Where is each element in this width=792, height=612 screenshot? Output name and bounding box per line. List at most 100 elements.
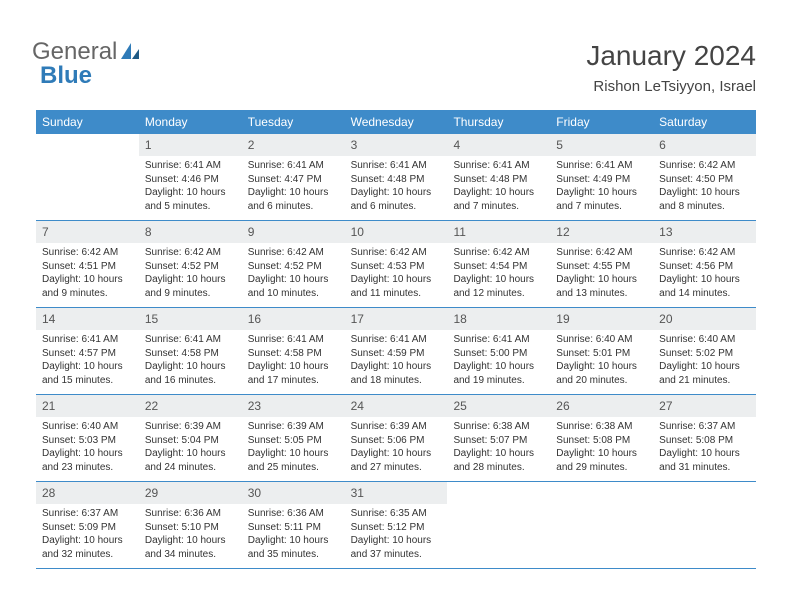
- day-number: 11: [447, 221, 550, 243]
- weekday-header: Tuesday: [242, 110, 345, 134]
- day-number: 31: [345, 482, 448, 504]
- sunset-text: Sunset: 4:50 PM: [659, 173, 750, 187]
- daylight-text: Daylight: 10 hours and 5 minutes.: [145, 186, 236, 213]
- sunrise-text: Sunrise: 6:36 AM: [145, 507, 236, 521]
- sunrise-text: Sunrise: 6:38 AM: [453, 420, 544, 434]
- sunrise-text: Sunrise: 6:36 AM: [248, 507, 339, 521]
- day-cell: 21Sunrise: 6:40 AMSunset: 5:03 PMDayligh…: [36, 395, 139, 481]
- sunrise-text: Sunrise: 6:40 AM: [42, 420, 133, 434]
- sunrise-text: Sunrise: 6:42 AM: [659, 159, 750, 173]
- day-number: 16: [242, 308, 345, 330]
- daylight-text: Daylight: 10 hours and 35 minutes.: [248, 534, 339, 561]
- sunset-text: Sunset: 4:54 PM: [453, 260, 544, 274]
- day-cell: 24Sunrise: 6:39 AMSunset: 5:06 PMDayligh…: [345, 395, 448, 481]
- week-row: 7Sunrise: 6:42 AMSunset: 4:51 PMDaylight…: [36, 221, 756, 308]
- day-number: 13: [653, 221, 756, 243]
- day-number: 1: [139, 134, 242, 156]
- day-body: Sunrise: 6:41 AMSunset: 4:48 PMDaylight:…: [345, 156, 448, 217]
- daylight-text: Daylight: 10 hours and 10 minutes.: [248, 273, 339, 300]
- sunrise-text: Sunrise: 6:41 AM: [351, 159, 442, 173]
- sunset-text: Sunset: 5:12 PM: [351, 521, 442, 535]
- day-number: 12: [550, 221, 653, 243]
- sunset-text: Sunset: 4:58 PM: [145, 347, 236, 361]
- daylight-text: Daylight: 10 hours and 17 minutes.: [248, 360, 339, 387]
- day-cell: 3Sunrise: 6:41 AMSunset: 4:48 PMDaylight…: [345, 134, 448, 220]
- day-body: Sunrise: 6:42 AMSunset: 4:55 PMDaylight:…: [550, 243, 653, 304]
- sunrise-text: Sunrise: 6:41 AM: [453, 333, 544, 347]
- day-body: Sunrise: 6:36 AMSunset: 5:11 PMDaylight:…: [242, 504, 345, 565]
- day-number: 19: [550, 308, 653, 330]
- day-cell: 30Sunrise: 6:36 AMSunset: 5:11 PMDayligh…: [242, 482, 345, 568]
- sunrise-text: Sunrise: 6:41 AM: [145, 333, 236, 347]
- calendar-grid: SundayMondayTuesdayWednesdayThursdayFrid…: [36, 110, 756, 569]
- sunrise-text: Sunrise: 6:41 AM: [351, 333, 442, 347]
- sunset-text: Sunset: 5:06 PM: [351, 434, 442, 448]
- daylight-text: Daylight: 10 hours and 11 minutes.: [351, 273, 442, 300]
- day-cell: 9Sunrise: 6:42 AMSunset: 4:52 PMDaylight…: [242, 221, 345, 307]
- day-body: Sunrise: 6:41 AMSunset: 4:46 PMDaylight:…: [139, 156, 242, 217]
- daylight-text: Daylight: 10 hours and 20 minutes.: [556, 360, 647, 387]
- day-body: Sunrise: 6:36 AMSunset: 5:10 PMDaylight:…: [139, 504, 242, 565]
- day-cell: 26Sunrise: 6:38 AMSunset: 5:08 PMDayligh…: [550, 395, 653, 481]
- sunset-text: Sunset: 5:00 PM: [453, 347, 544, 361]
- sunrise-text: Sunrise: 6:41 AM: [145, 159, 236, 173]
- day-cell: 13Sunrise: 6:42 AMSunset: 4:56 PMDayligh…: [653, 221, 756, 307]
- sunrise-text: Sunrise: 6:41 AM: [556, 159, 647, 173]
- sunset-text: Sunset: 4:48 PM: [351, 173, 442, 187]
- sunset-text: Sunset: 4:46 PM: [145, 173, 236, 187]
- sunrise-text: Sunrise: 6:37 AM: [42, 507, 133, 521]
- daylight-text: Daylight: 10 hours and 19 minutes.: [453, 360, 544, 387]
- day-body: Sunrise: 6:42 AMSunset: 4:51 PMDaylight:…: [36, 243, 139, 304]
- day-body: Sunrise: 6:42 AMSunset: 4:50 PMDaylight:…: [653, 156, 756, 217]
- daylight-text: Daylight: 10 hours and 27 minutes.: [351, 447, 442, 474]
- day-body: Sunrise: 6:42 AMSunset: 4:53 PMDaylight:…: [345, 243, 448, 304]
- day-cell: 20Sunrise: 6:40 AMSunset: 5:02 PMDayligh…: [653, 308, 756, 394]
- weekday-header: Saturday: [653, 110, 756, 134]
- header-right: January 2024 Rishon LeTsiyyon, Israel: [586, 40, 756, 95]
- sunrise-text: Sunrise: 6:41 AM: [248, 159, 339, 173]
- day-body: Sunrise: 6:40 AMSunset: 5:03 PMDaylight:…: [36, 417, 139, 478]
- day-cell: 11Sunrise: 6:42 AMSunset: 4:54 PMDayligh…: [447, 221, 550, 307]
- day-cell: 27Sunrise: 6:37 AMSunset: 5:08 PMDayligh…: [653, 395, 756, 481]
- sunrise-text: Sunrise: 6:39 AM: [145, 420, 236, 434]
- day-number: 23: [242, 395, 345, 417]
- day-number: 17: [345, 308, 448, 330]
- daylight-text: Daylight: 10 hours and 28 minutes.: [453, 447, 544, 474]
- day-number: 3: [345, 134, 448, 156]
- sunrise-text: Sunrise: 6:35 AM: [351, 507, 442, 521]
- weekday-header: Thursday: [447, 110, 550, 134]
- daylight-text: Daylight: 10 hours and 12 minutes.: [453, 273, 544, 300]
- daylight-text: Daylight: 10 hours and 16 minutes.: [145, 360, 236, 387]
- day-cell: .: [36, 134, 139, 220]
- daylight-text: Daylight: 10 hours and 37 minutes.: [351, 534, 442, 561]
- daylight-text: Daylight: 10 hours and 7 minutes.: [556, 186, 647, 213]
- weekday-header: Sunday: [36, 110, 139, 134]
- day-cell: 8Sunrise: 6:42 AMSunset: 4:52 PMDaylight…: [139, 221, 242, 307]
- sunset-text: Sunset: 4:48 PM: [453, 173, 544, 187]
- day-number: 4: [447, 134, 550, 156]
- daylight-text: Daylight: 10 hours and 23 minutes.: [42, 447, 133, 474]
- daylight-text: Daylight: 10 hours and 7 minutes.: [453, 186, 544, 213]
- daylight-text: Daylight: 10 hours and 9 minutes.: [145, 273, 236, 300]
- daylight-text: Daylight: 10 hours and 15 minutes.: [42, 360, 133, 387]
- sunset-text: Sunset: 5:01 PM: [556, 347, 647, 361]
- week-row: 28Sunrise: 6:37 AMSunset: 5:09 PMDayligh…: [36, 482, 756, 569]
- sunrise-text: Sunrise: 6:38 AM: [556, 420, 647, 434]
- day-number: 20: [653, 308, 756, 330]
- sunrise-text: Sunrise: 6:37 AM: [659, 420, 750, 434]
- day-cell: 5Sunrise: 6:41 AMSunset: 4:49 PMDaylight…: [550, 134, 653, 220]
- day-number: 7: [36, 221, 139, 243]
- day-number: 24: [345, 395, 448, 417]
- sunset-text: Sunset: 4:52 PM: [248, 260, 339, 274]
- day-body: Sunrise: 6:42 AMSunset: 4:52 PMDaylight:…: [242, 243, 345, 304]
- sunset-text: Sunset: 4:59 PM: [351, 347, 442, 361]
- day-cell: 7Sunrise: 6:42 AMSunset: 4:51 PMDaylight…: [36, 221, 139, 307]
- daylight-text: Daylight: 10 hours and 21 minutes.: [659, 360, 750, 387]
- day-cell: .: [447, 482, 550, 568]
- sunset-text: Sunset: 5:09 PM: [42, 521, 133, 535]
- sunset-text: Sunset: 4:57 PM: [42, 347, 133, 361]
- day-body: Sunrise: 6:41 AMSunset: 4:59 PMDaylight:…: [345, 330, 448, 391]
- week-row: 21Sunrise: 6:40 AMSunset: 5:03 PMDayligh…: [36, 395, 756, 482]
- day-cell: 16Sunrise: 6:41 AMSunset: 4:58 PMDayligh…: [242, 308, 345, 394]
- daylight-text: Daylight: 10 hours and 13 minutes.: [556, 273, 647, 300]
